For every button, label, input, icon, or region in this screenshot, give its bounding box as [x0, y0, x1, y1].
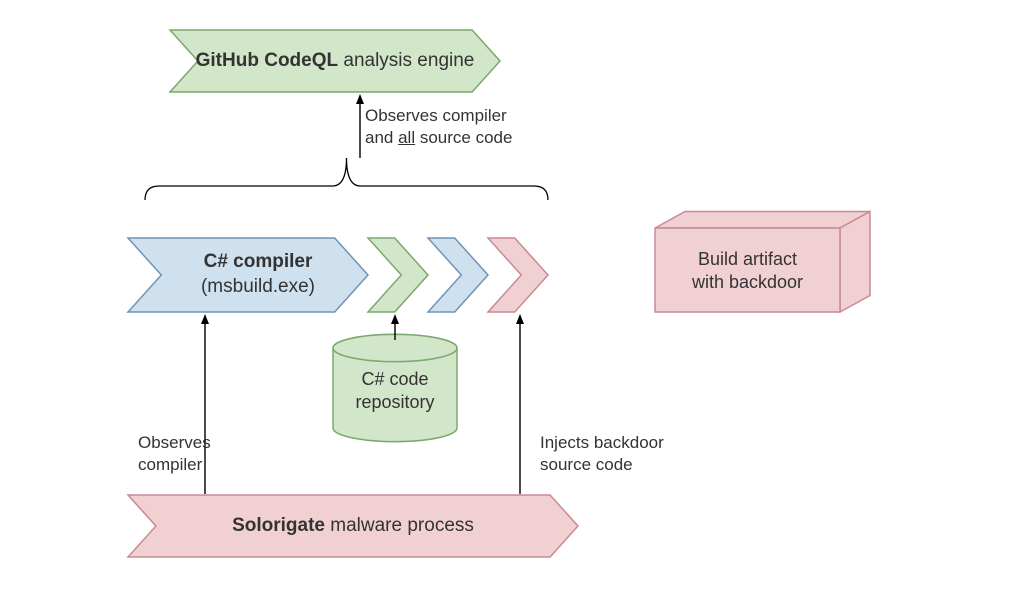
- chevron-small-shape: [368, 238, 428, 312]
- observes-compiler-annotation: Observes compiler: [138, 432, 211, 476]
- repo-l1: C# code: [361, 369, 428, 389]
- diagram-root: GitHub CodeQL analysis engine C# compile…: [0, 0, 1024, 589]
- chevron-small-shape: [488, 238, 548, 312]
- codeql-label: GitHub CodeQL analysis engine: [170, 49, 500, 74]
- artifact-l2: with backdoor: [692, 272, 803, 292]
- repo-l2: repository: [355, 392, 434, 412]
- oc-l1: Observes: [138, 433, 211, 452]
- oc-l2: compiler: [138, 455, 202, 474]
- injects-annotation: Injects backdoor source code: [540, 432, 664, 476]
- observes-all-annotation: Observes compiler and all source code: [365, 105, 512, 149]
- oa-l1: Observes compiler: [365, 106, 507, 125]
- artifact-label: Build artifact with backdoor: [655, 248, 840, 295]
- compiler-label: C# compiler (msbuild.exe): [148, 250, 368, 299]
- oa-l2a: and: [365, 128, 398, 147]
- oa-l2u: all: [398, 128, 415, 147]
- cuboid-top: [655, 212, 870, 229]
- codeql-bold: GitHub CodeQL: [196, 50, 338, 71]
- chevron-small-shape: [428, 238, 488, 312]
- compiler-sub: (msbuild.exe): [201, 276, 315, 297]
- inj-l2: source code: [540, 455, 633, 474]
- codeql-rest: analysis engine: [338, 50, 474, 71]
- artifact-l1: Build artifact: [698, 249, 797, 269]
- oa-l2b: source code: [415, 128, 512, 147]
- solorigate-label: Solorigate malware process: [128, 514, 578, 539]
- compiler-bold: C# compiler: [204, 251, 313, 272]
- cuboid-side: [840, 212, 870, 313]
- brace: [145, 158, 548, 200]
- solorigate-rest: malware process: [325, 515, 474, 536]
- inj-l1: Injects backdoor: [540, 433, 664, 452]
- solorigate-bold: Solorigate: [232, 515, 325, 536]
- repo-label: C# code repository: [333, 368, 457, 415]
